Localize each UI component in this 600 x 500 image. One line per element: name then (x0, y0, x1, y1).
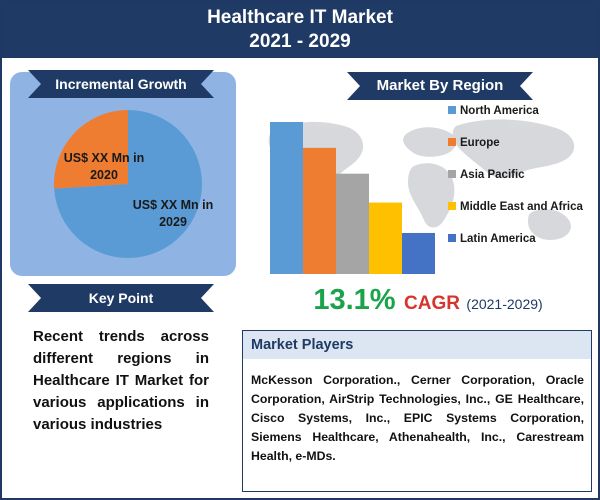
pie-label-2020: US$ XX Mn in 2020 (63, 151, 145, 182)
legend-label: North America (460, 105, 539, 117)
legend-item-asia-pacific: Asia Pacific (448, 168, 525, 182)
header: Healthcare IT Market 2021 - 2029 (2, 2, 598, 58)
legend-label: Asia Pacific (460, 169, 525, 181)
page-subtitle: 2021 - 2029 (249, 31, 351, 52)
region-bars (270, 122, 435, 274)
incremental-growth-banner: Incremental Growth (28, 70, 214, 98)
legend-item-europe: Europe (448, 136, 500, 150)
legend-item-middle-east-and-africa: Middle East and Africa (448, 200, 583, 214)
legend-label: Europe (460, 137, 500, 149)
legend-swatch (448, 138, 456, 146)
pie-slice-2029 (54, 110, 202, 258)
cagr-block: 13.1% CAGR (2021-2029) (256, 284, 600, 317)
legend-label: Latin America (460, 233, 536, 245)
key-point-text: Recent trends across different regions i… (33, 328, 209, 433)
legend-item-latin-america: Latin America (448, 232, 536, 246)
bar-middle-east-and-africa (369, 202, 402, 274)
legend-swatch (448, 202, 456, 210)
legend-label: Middle East and Africa (460, 201, 583, 213)
page-title: Healthcare IT Market (207, 7, 393, 28)
legend-swatch (448, 170, 456, 178)
bar-europe (303, 147, 336, 274)
pie-slice-2020 (53, 110, 128, 189)
pie-label-2029: US$ XX Mn in 2029 (132, 198, 214, 229)
bar-north-america (270, 122, 303, 274)
market-players-box: Market Players McKesson Corporation., Ce… (242, 330, 592, 492)
cagr-value: 13.1% (313, 284, 396, 316)
market-players-title: Market Players (251, 337, 354, 353)
market-by-region-banner: Market By Region (347, 72, 533, 100)
cagr-period: (2021-2029) (466, 296, 543, 312)
growth-pie-chart (53, 110, 202, 258)
market-players-text: McKesson Corporation., Cerner Corporatio… (251, 373, 584, 463)
bar-asia-pacific (336, 173, 369, 274)
legend-swatch (448, 234, 456, 242)
region-bar-chart (270, 122, 435, 274)
market-players-header (243, 331, 591, 359)
legend-swatch (448, 106, 456, 114)
key-point-banner: Key Point (28, 284, 214, 312)
bar-latin-america (402, 232, 435, 274)
cagr-label: CAGR (404, 293, 460, 314)
legend-item-north-america: North America (448, 104, 539, 118)
